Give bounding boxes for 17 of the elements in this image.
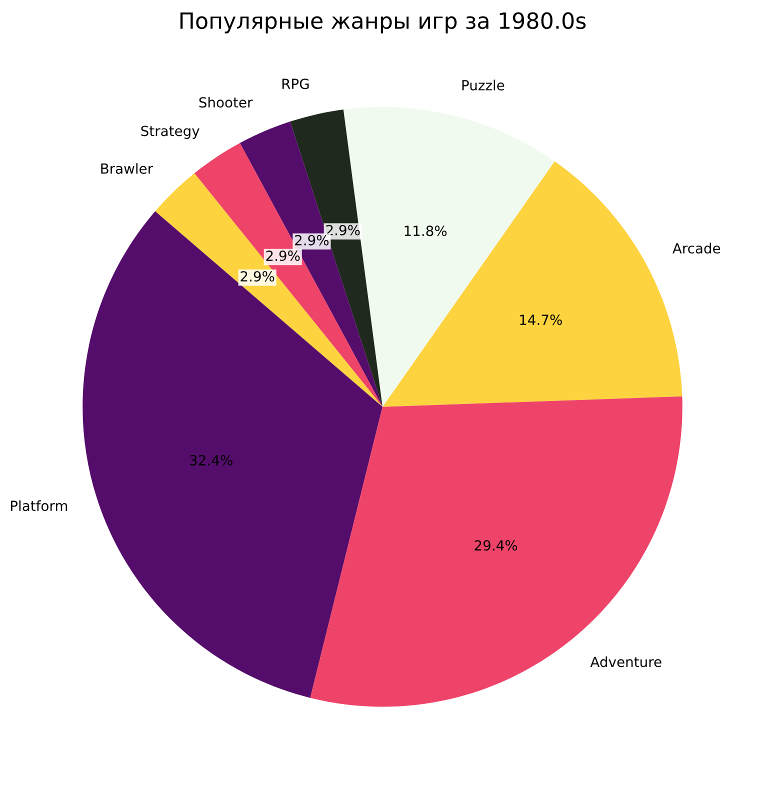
data-label: 2.9% [240, 271, 274, 282]
data-label: 29.4% [474, 540, 518, 551]
slice-label: Puzzle [462, 80, 504, 90]
slice-label: Shooter [199, 96, 253, 108]
slice-label: RPG [282, 78, 309, 90]
data-label: 2.9% [266, 250, 300, 262]
slice-label: Arcade [672, 242, 720, 254]
data-label: 11.8% [404, 226, 447, 236]
slice-label: Platform [10, 500, 68, 512]
chart-title: Популярные жанры игр за 1980.0s [180, 12, 586, 34]
slice-label: Strategy [141, 126, 200, 139]
data-label: 2.9% [326, 224, 360, 236]
slice-label: Brawler [101, 163, 154, 174]
data-label: 14.7% [520, 314, 562, 326]
slice-label: Adventure [590, 656, 662, 668]
data-label: 2.9% [295, 234, 329, 246]
data-label: 32.4% [190, 455, 232, 466]
